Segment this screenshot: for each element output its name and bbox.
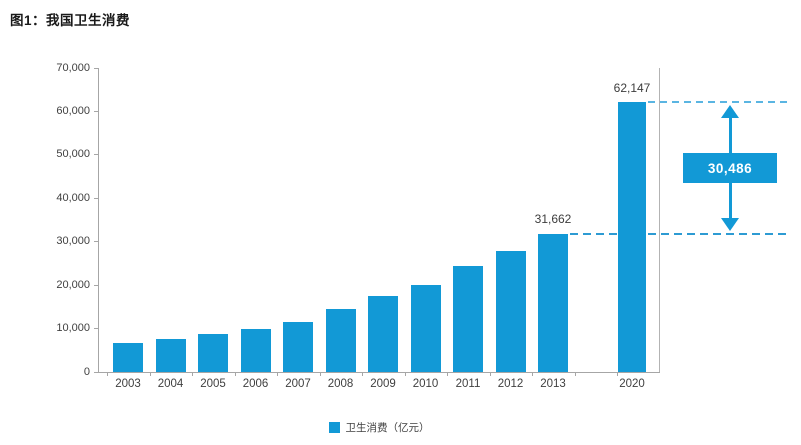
dashed-reference-line-top	[648, 101, 788, 104]
x-axis-label-2013: 2013	[540, 378, 566, 390]
bar-2011	[453, 266, 483, 372]
x-axis-tick	[192, 372, 194, 376]
x-axis-label-2020: 2020	[619, 378, 645, 390]
bar-2003	[113, 343, 143, 372]
x-axis-label-2006: 2006	[242, 378, 269, 390]
y-axis-tick	[94, 241, 98, 243]
x-axis-tick	[234, 372, 236, 376]
y-axis-tick	[94, 328, 98, 330]
x-axis-label-2005: 2005	[200, 378, 226, 390]
y-axis-line	[98, 68, 99, 372]
bar-2005	[198, 334, 228, 372]
bar-2008	[325, 308, 356, 372]
arrow-up-head-icon	[721, 105, 739, 119]
legend-swatch-icon	[328, 421, 340, 433]
bar-2010	[410, 285, 441, 372]
x-axis-label-2011: 2011	[455, 378, 481, 390]
x-axis-tick	[404, 372, 406, 376]
chart-legend: 卫生消费（亿元）	[98, 417, 660, 437]
y-axis-label: 70,000	[56, 61, 90, 74]
x-axis-tick	[362, 372, 364, 376]
legend-label: 卫生消费（亿元）	[345, 421, 430, 434]
x-axis-label-2012: 2012	[497, 378, 524, 390]
bar-2013	[538, 234, 568, 372]
bar-2012	[495, 251, 526, 372]
x-axis-label-2010: 2010	[412, 378, 439, 390]
bar-2004	[155, 339, 186, 372]
y-axis-tick	[94, 371, 98, 373]
value-label-2013: 31,662	[534, 212, 572, 227]
plot-right-border	[659, 68, 660, 372]
x-axis-tick	[489, 372, 491, 376]
arrow-down-head-icon	[721, 218, 739, 232]
y-axis-label: 0	[83, 365, 90, 378]
x-axis-tick	[277, 372, 279, 376]
difference-badge: 30,486	[683, 153, 777, 184]
y-axis-label: 10,000	[56, 322, 90, 335]
y-axis-tick	[94, 284, 98, 286]
x-axis-line	[98, 372, 660, 373]
value-label-2020: 62,147	[613, 81, 651, 96]
bar-2020	[618, 102, 646, 372]
bar-2007	[283, 321, 313, 372]
dashed-reference-line-bottom	[570, 233, 788, 236]
y-axis-tick	[94, 110, 98, 112]
x-axis-tick	[532, 372, 534, 376]
y-axis-tick	[94, 154, 98, 156]
y-axis-label: 60,000	[56, 104, 90, 117]
x-axis-label-2007: 2007	[285, 378, 311, 390]
y-axis-label: 40,000	[56, 191, 90, 204]
y-axis-tick	[94, 67, 98, 69]
x-axis-tick	[574, 372, 576, 376]
y-axis-label: 50,000	[56, 148, 90, 161]
x-axis-label-2003: 2003	[115, 378, 141, 390]
x-axis-tick	[319, 372, 321, 376]
x-axis-label-2004: 2004	[157, 378, 184, 390]
y-axis-label: 30,000	[56, 235, 90, 248]
y-axis-tick	[94, 197, 98, 199]
x-axis-tick	[149, 372, 151, 376]
bar-2009	[368, 295, 398, 372]
x-axis-label-2008: 2008	[327, 378, 354, 390]
figure-title: 图1：我国卫生消费	[10, 13, 131, 28]
x-axis-tick	[107, 372, 109, 376]
x-axis-label-2009: 2009	[370, 378, 396, 390]
bar-2006	[240, 329, 271, 372]
x-axis-tick	[447, 372, 449, 376]
x-axis-tick	[616, 372, 618, 376]
y-axis-label: 20,000	[56, 278, 90, 291]
